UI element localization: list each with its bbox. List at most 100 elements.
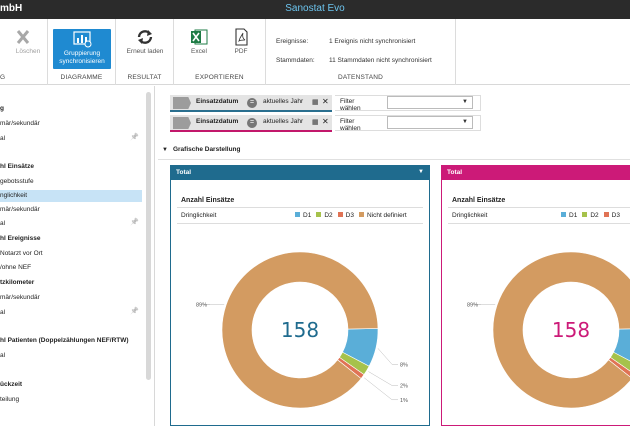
tree-group-header[interactable]: tzkilometer [0,279,35,286]
pdf-label: PDF [234,48,248,55]
filter-select-label: Filter wählen [340,118,361,132]
legend-item[interactable]: D2 [582,212,599,219]
legend-swatch-d1 [295,212,300,217]
legend-item[interactable]: D1 [561,212,577,219]
chevron-down-icon[interactable]: ▼ [418,169,424,175]
close-icon [16,30,30,44]
filter-chip[interactable]: Einsatzdatum = aktuelles Jahr ▦ ✕ [170,95,332,112]
panel-body: Anzahl Einsätze Dringlichkeit D1 D2 D3 Nich… [170,180,430,426]
sync-grouping-button[interactable]: Gruppierung synchronisieren [53,29,111,69]
tree-group-header[interactable]: hl Patienten (Doppelzählungen NEF/RTW) [0,337,129,344]
tree-item[interactable]: mär/sekundär [0,120,40,127]
tree-item[interactable]: Notarzt vor Ort [0,250,43,257]
excel-icon [191,29,208,45]
filter-select[interactable]: ▼ [387,96,473,109]
remove-filter-icon[interactable]: ✕ [322,117,329,126]
slice-value-label: 1% [400,398,408,404]
donut-slice-nicht-definiert[interactable] [492,251,630,409]
label-leader-line [364,377,398,401]
sync-grouping-label: Gruppierung synchronisieren [59,50,105,65]
ribbon-group-diagrams: Gruppierung synchronisieren DIAGRAMME [48,19,116,85]
title-bar: mbH Sanostat Evo [0,0,630,19]
pin-icon[interactable]: 📌 [130,219,139,226]
section-header[interactable]: ▼ Grafische Darstellung [162,146,241,153]
legend-swatch-d3 [337,212,343,217]
donut-center-total: 158 [281,318,319,342]
left-scrollbar[interactable] [146,92,151,380]
slice-value-label: 89% [196,302,207,308]
sync-grouping-icon [73,31,92,48]
filter-select-container [335,95,481,111]
legend-swatch-d3 [603,212,609,217]
panel-header[interactable]: Total ▼ [170,165,430,180]
label-leader-line [377,348,398,365]
chart-panel-2: Total Anzahl Einsätze Dringlichkeit D1 D2… [441,165,630,426]
calendar-icon[interactable]: ▦ [312,99,319,106]
label-leader-line [368,371,398,386]
ribbon-group-export: Excel PDF EXPORTIEREN [174,19,266,85]
legend-item[interactable]: D2 [316,212,333,219]
delete-button[interactable]: Löschen [0,28,46,56]
events-key: Ereignisse: [276,38,309,45]
result-group-label: RESULTAT [127,74,162,81]
remove-filter-icon[interactable]: ✕ [322,97,329,106]
dimension-label: Dringlichkeit [181,212,217,219]
tree-item[interactable]: /ohne NEF [0,264,32,271]
tree-group-header[interactable]: hl Einsätze [0,163,34,170]
tree-item[interactable]: gebotsstufe [0,178,34,185]
slice-value-label: 8% [400,362,408,368]
chart-divider [448,223,630,224]
tree-item[interactable]: al [0,352,6,359]
legend-label: D1 [569,212,578,219]
chevron-down-icon: ▼ [462,99,468,105]
excel-export-button[interactable]: Excel [184,28,214,56]
group-g-label: G [0,74,6,81]
legend-swatch-d2 [316,212,322,217]
filter-value: aktuelles Jahr [263,118,304,125]
legend-item[interactable]: Nicht definiert [358,212,407,219]
legend-item[interactable]: D1 [295,212,311,219]
report-tree-panel: g mär/sekundär al 📌 hl Einsätze gebotsstufe ng… [0,86,155,426]
tree-item[interactable]: teilung [0,396,20,403]
ribbon-group-result: Erneut laden RESULTAT [116,19,174,85]
chart-panel-1: Total ▼ Anzahl Einsätze Dringlichkeit D1… [170,165,430,426]
donut-slice-nicht-definiert[interactable] [221,251,379,409]
reload-button[interactable]: Erneut laden [124,28,166,56]
filter-field: Einsatzdatum [196,118,239,125]
tree-item[interactable]: mär/sekundär [0,206,40,213]
collapse-triangle-icon: ▼ [162,147,168,153]
tree-group-header[interactable]: hl Ereignisse [0,235,41,242]
tree-item[interactable]: al [0,309,6,316]
panel-header[interactable]: Total [441,165,630,180]
legend-item[interactable]: D3 [337,212,354,219]
tree-item[interactable]: al [0,135,6,142]
tree-item[interactable]: nglichkeit [0,190,142,202]
filter-field: Einsatzdatum [196,98,239,105]
tree-group-header[interactable]: ückzeit [0,381,23,388]
pdf-export-button[interactable]: PDF [226,28,256,56]
equals-icon: = [247,98,257,108]
tree-item[interactable]: al [0,220,6,227]
legend-label: D3 [611,212,620,219]
chart-legend: D1 D2 D3 [556,212,620,219]
filter-select[interactable]: ▼ [387,116,473,129]
refresh-icon [137,30,153,44]
chart-divider [177,207,423,208]
donut-chart: 8% 2% 1% 89% 158 [196,251,408,409]
legend-label: Nicht definiert [366,212,407,219]
export-group-label: EXPORTIEREN [195,74,244,81]
tree-group-header[interactable]: g [0,105,4,112]
ribbon-group-g: Löschen G [0,19,48,85]
legend-swatch-d1 [561,212,566,217]
master-key: Stammdaten: [276,57,315,64]
master-value: 11 Stammdaten nicht synchronisiert [329,57,432,64]
chart-divider [448,207,630,208]
tree-item[interactable]: mär/sekundär [0,294,40,301]
events-value: 1 Ereignis nicht synchronisiert [329,38,416,45]
legend-item[interactable]: D3 [603,212,620,219]
calendar-icon[interactable]: ▦ [312,119,319,126]
pin-icon[interactable]: 📌 [130,308,139,315]
pin-icon[interactable]: 📌 [130,134,139,141]
slice-value-label: 89% [467,302,478,308]
filter-chip[interactable]: Einsatzdatum = aktuelles Jahr ▦ ✕ [170,115,332,132]
